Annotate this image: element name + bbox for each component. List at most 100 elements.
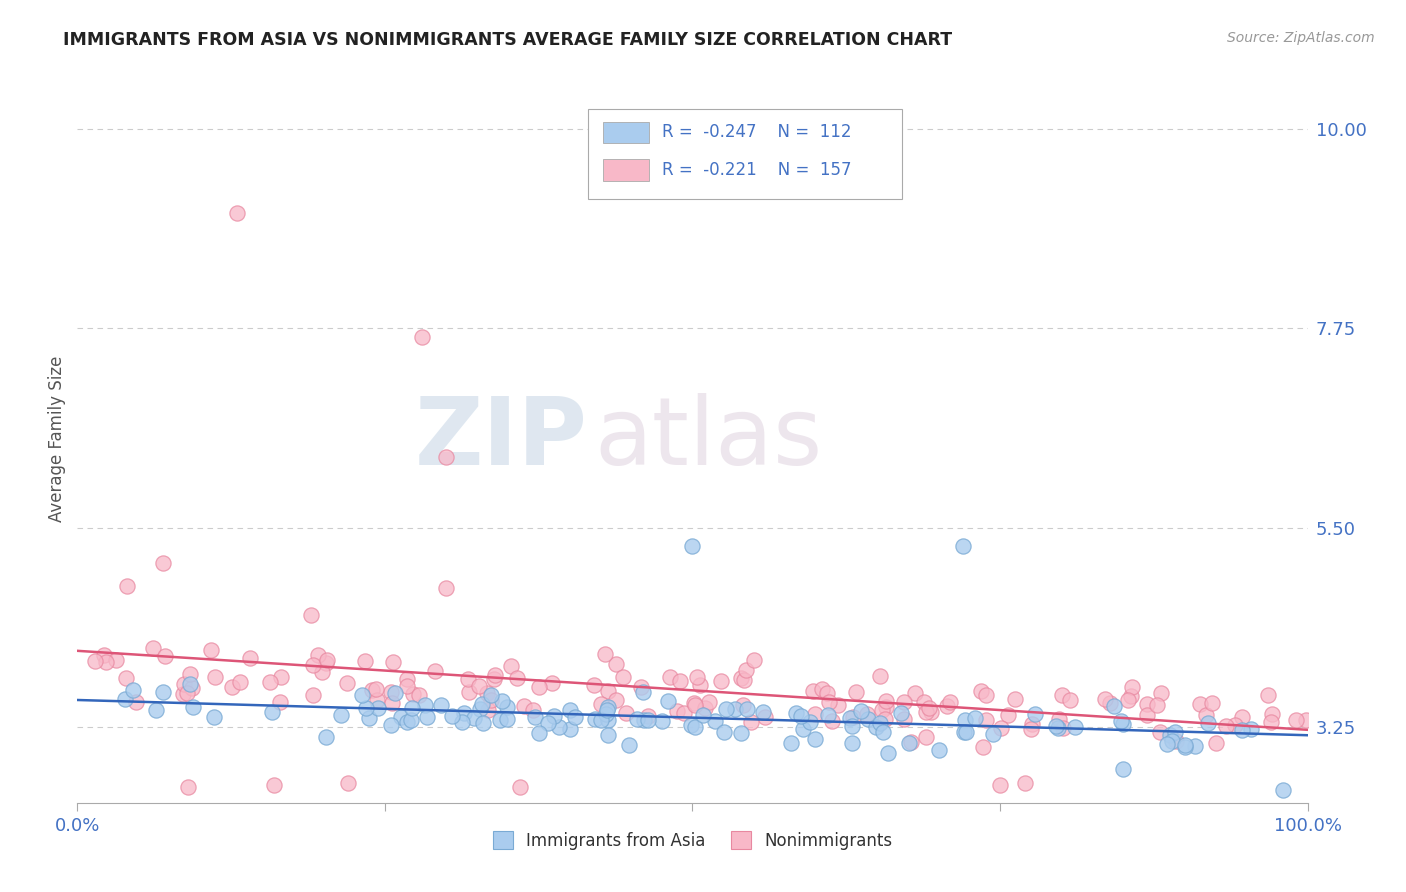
Point [354, 654, 377, 668]
Point [364, 681, 387, 696]
Point [558, 722, 581, 736]
Point [396, 679, 419, 693]
Point [142, 641, 165, 656]
Point [228, 674, 250, 689]
Point [543, 708, 565, 723]
Point [658, 670, 681, 684]
Point [593, 648, 616, 662]
Point [509, 780, 531, 794]
Point [928, 742, 950, 756]
Point [595, 706, 617, 721]
Point [893, 712, 915, 726]
Point [564, 710, 586, 724]
Point [263, 778, 285, 792]
Point [1136, 708, 1159, 723]
Point [1261, 707, 1284, 722]
Text: IMMIGRANTS FROM ASIA VS NONIMMIGRANTS AVERAGE FAMILY SIZE CORRELATION CHART: IMMIGRANTS FROM ASIA VS NONIMMIGRANTS AV… [63, 31, 952, 49]
Point [315, 657, 337, 671]
Point [560, 703, 582, 717]
Point [972, 739, 994, 754]
Point [1149, 724, 1171, 739]
Point [1050, 688, 1073, 702]
Point [1257, 688, 1279, 702]
Point [1047, 713, 1070, 727]
Point [633, 713, 655, 727]
Point [710, 674, 733, 689]
Point [1112, 762, 1135, 776]
Point [145, 702, 167, 716]
Point [479, 688, 502, 702]
Point [981, 727, 1004, 741]
Point [598, 728, 620, 742]
Point [329, 708, 352, 723]
Point [804, 706, 827, 721]
Point [651, 714, 673, 728]
Point [683, 720, 706, 734]
Point [1046, 721, 1069, 735]
Point [869, 669, 891, 683]
Point [299, 607, 322, 622]
Point [1163, 725, 1185, 739]
Point [997, 707, 1019, 722]
Point [1230, 723, 1253, 737]
Point [752, 706, 775, 720]
Point [1174, 738, 1197, 752]
Point [408, 688, 430, 702]
Point [1195, 707, 1218, 722]
Point [177, 780, 200, 794]
Text: ZIP: ZIP [415, 393, 588, 485]
Point [851, 704, 873, 718]
Point [396, 672, 419, 686]
Point [1059, 693, 1081, 707]
Point [605, 657, 627, 671]
Point [1285, 713, 1308, 727]
Text: Source: ZipAtlas.com: Source: ZipAtlas.com [1227, 31, 1375, 45]
Point [890, 706, 912, 720]
Point [733, 698, 755, 712]
Point [693, 700, 716, 714]
Point [484, 668, 506, 682]
Point [1189, 698, 1212, 712]
Point [955, 725, 977, 739]
Bar [603, 121, 650, 144]
Point [865, 720, 887, 734]
Point [173, 677, 195, 691]
Point [827, 698, 849, 713]
Point [411, 330, 433, 344]
Point [402, 687, 425, 701]
Point [716, 702, 738, 716]
Point [384, 686, 406, 700]
Point [114, 671, 136, 685]
Point [845, 685, 868, 699]
Point [818, 695, 841, 709]
Point [1156, 737, 1178, 751]
Point [875, 699, 897, 714]
Point [735, 663, 758, 677]
Point [472, 716, 495, 731]
Point [1102, 698, 1125, 713]
Point [669, 673, 692, 688]
Point [380, 717, 402, 731]
Point [524, 710, 547, 724]
Point [423, 664, 446, 678]
Point [605, 693, 627, 707]
Point [522, 703, 544, 717]
Point [172, 687, 194, 701]
Point [633, 685, 655, 699]
Point [537, 716, 560, 731]
Point [612, 671, 634, 685]
Point [920, 705, 942, 719]
Point [589, 714, 612, 728]
Point [389, 710, 412, 724]
Point [496, 713, 519, 727]
Point [463, 711, 485, 725]
Point [179, 676, 201, 690]
Point [401, 701, 423, 715]
Point [682, 539, 704, 553]
Point [935, 698, 957, 713]
Point [799, 715, 821, 730]
Point [1119, 689, 1142, 703]
Point [754, 710, 776, 724]
Point [1166, 734, 1188, 748]
Point [1184, 739, 1206, 754]
